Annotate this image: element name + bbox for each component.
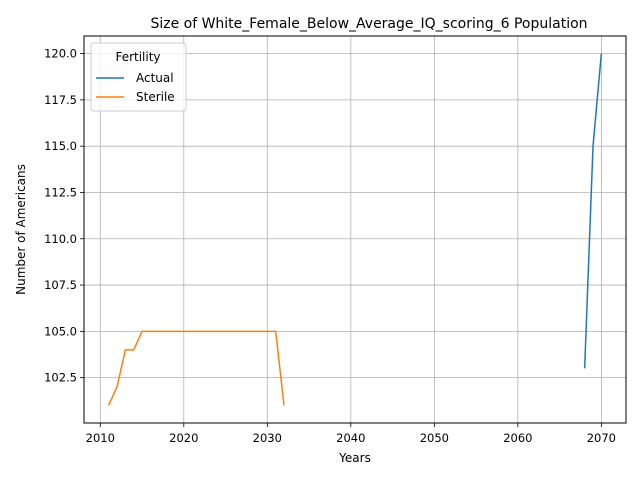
series-line-sterile bbox=[107, 330, 285, 406]
legend-label-sterile: Sterile bbox=[136, 90, 175, 104]
legend-box bbox=[90, 42, 187, 112]
series-lines bbox=[107, 53, 603, 406]
y-tick-label: 115.0 bbox=[44, 139, 77, 153]
x-tick-label: 2010 bbox=[86, 431, 115, 445]
y-tick-label: 112.5 bbox=[44, 185, 77, 199]
x-tick-label: 2050 bbox=[420, 431, 449, 445]
x-tick-label: 2070 bbox=[587, 431, 616, 445]
y-tick-label: 107.5 bbox=[44, 278, 77, 292]
series-line-actual bbox=[583, 53, 603, 369]
chart-title: Size of White_Female_Below_Average_IQ_sc… bbox=[150, 16, 587, 32]
y-axis: 102.5 105.0 107.5 110.0 112.5 115.0 117.5 120.0 bbox=[44, 47, 84, 385]
plot-frame bbox=[83, 35, 627, 424]
x-tick-label: 2030 bbox=[253, 431, 282, 445]
y-tick-label: 110.0 bbox=[44, 232, 77, 246]
x-tick-label: 2020 bbox=[169, 431, 198, 445]
legend-title: Fertility bbox=[115, 50, 160, 64]
y-tick-label: 105.0 bbox=[44, 324, 77, 338]
x-axis: 2010 2020 2030 2040 2050 2060 2070 bbox=[86, 423, 616, 445]
x-tick-label: 2060 bbox=[503, 431, 532, 445]
y-axis-label: Number of Americans bbox=[14, 164, 28, 295]
y-tick-label: 120.0 bbox=[44, 47, 77, 61]
x-tick-label: 2040 bbox=[336, 431, 365, 445]
y-tick-label: 117.5 bbox=[44, 93, 77, 107]
legend: Fertility Actual Sterile bbox=[90, 42, 187, 112]
x-axis-label: Years bbox=[338, 451, 371, 465]
y-tick-label: 102.5 bbox=[44, 371, 77, 385]
legend-label-actual: Actual bbox=[136, 71, 174, 85]
